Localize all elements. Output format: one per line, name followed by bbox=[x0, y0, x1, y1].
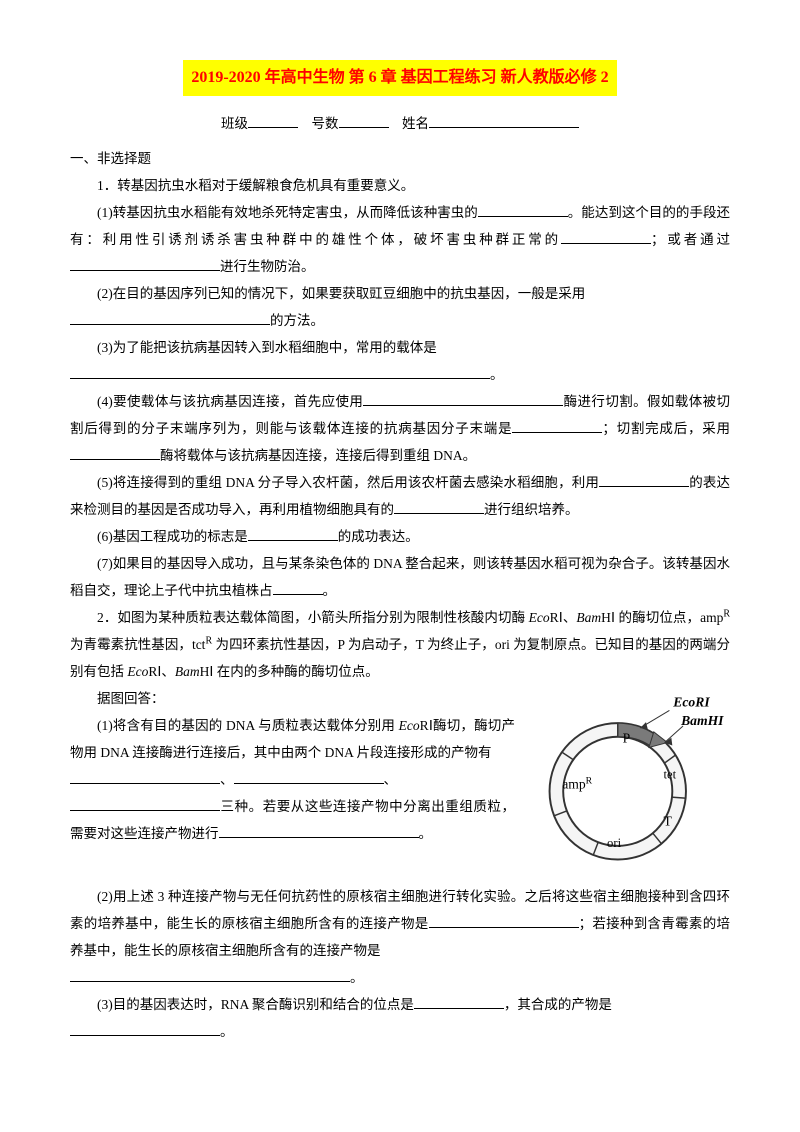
hi2: HⅠ bbox=[200, 664, 214, 679]
blank bbox=[248, 527, 338, 542]
dian: 、 bbox=[563, 610, 577, 625]
blank bbox=[70, 770, 220, 785]
q1-stem: 1．转基因抗虫水稻对于缓解粮食危机具有重要意义。 bbox=[70, 172, 730, 199]
blank bbox=[70, 446, 160, 461]
q1-2b: 的方法。 bbox=[270, 313, 324, 328]
q1-5: (5)将连接得到的重组 DNA 分子导入农杆菌，然后用该农杆菌去感染水稻细胞，利… bbox=[70, 469, 730, 523]
class-label: 班级 bbox=[221, 116, 248, 131]
q1-5a: (5)将连接得到的重组 DNA 分子导入农杆菌，然后用该农杆菌去感染水稻细胞，利… bbox=[97, 475, 599, 490]
blank bbox=[70, 797, 220, 812]
q2-2-line: 。 bbox=[70, 964, 730, 991]
section-heading: 一、非选择题 bbox=[70, 145, 730, 172]
blank bbox=[394, 500, 484, 515]
tet-label: tet bbox=[664, 768, 677, 782]
number-blank bbox=[339, 114, 389, 129]
blank bbox=[429, 914, 579, 929]
blank bbox=[478, 203, 568, 218]
q2-3b: ，其合成的产物是 bbox=[504, 997, 612, 1012]
q1-4a: (4)要使载体与该抗病基因连接，首先应使用 bbox=[97, 394, 363, 409]
name-label: 姓名 bbox=[402, 116, 429, 131]
blank bbox=[219, 824, 419, 839]
q1-6b: 的成功表达。 bbox=[338, 529, 419, 544]
class-blank bbox=[248, 114, 298, 129]
t-label: T bbox=[664, 813, 673, 828]
q1-3-line: 。 bbox=[70, 361, 730, 388]
p-label: P bbox=[623, 731, 631, 746]
blank bbox=[70, 257, 220, 272]
q1-3: (3)为了能把该抗病基因转入到水稻细胞中，常用的载体是 bbox=[70, 334, 730, 361]
q2-se: 在内的多种酶的酶切位点。 bbox=[213, 664, 378, 679]
q1-7a: (7)如果目的基因导入成功，且与某条染色体的 DNA 整合起来，则该转基因水稻可… bbox=[70, 556, 730, 598]
q1-7b: 。 bbox=[323, 583, 337, 598]
blank bbox=[561, 230, 651, 245]
q1-7: (7)如果目的基因导入成功，且与某条染色体的 DNA 整合起来，则该转基因水稻可… bbox=[70, 550, 730, 604]
q1-1: (1)转基因抗虫水稻能有效地杀死特定害虫，从而降低该种害虫的。能达到这个目的的手… bbox=[70, 199, 730, 280]
blank bbox=[599, 473, 689, 488]
q2-1a: (1)将含有目的基因的 DNA 与质粒表达载体分别用 bbox=[97, 718, 399, 733]
q2-sc: 为青霉素抗性基因，tct bbox=[70, 637, 205, 652]
ri: RⅠ bbox=[550, 610, 563, 625]
bam2: Bam bbox=[175, 664, 200, 679]
bam: Bam bbox=[576, 610, 601, 625]
header-fields: 班级 号数 姓名 bbox=[70, 110, 730, 137]
q1-1d: 进行生物防治。 bbox=[220, 259, 315, 274]
hi: HⅠ bbox=[601, 610, 615, 625]
q2-1d: 、 bbox=[384, 772, 398, 787]
q2-sa: 2．如图为某种质粒表达载体简图，小箭头所指分别为限制性核酸内切酶 bbox=[97, 610, 529, 625]
blank bbox=[273, 581, 323, 596]
q2-sb: 的酶切位点，amp bbox=[615, 610, 723, 625]
q2-2c: 。 bbox=[350, 970, 364, 985]
title-wrap: 2019-2020 年高中生物 第 6 章 基因工程练习 新人教版必修 2 bbox=[70, 60, 730, 104]
eco2: Eco bbox=[127, 664, 148, 679]
q1-6a: (6)基因工程成功的标志是 bbox=[97, 529, 248, 544]
q1-5c: 进行组织培养。 bbox=[484, 502, 579, 517]
q1-4: (4)要使载体与该抗病基因连接，首先应使用酶进行切割。假如载体被切割后得到的分子… bbox=[70, 388, 730, 469]
eco3: Eco bbox=[399, 718, 420, 733]
blank bbox=[414, 995, 504, 1010]
q1-2a: (2)在目的基因序列已知的情况下，如果要获取豇豆细胞中的抗虫基因，一般是采用 bbox=[97, 286, 585, 301]
q2-1c: 、 bbox=[220, 772, 234, 787]
q2-1f: 。 bbox=[419, 826, 433, 841]
q1-1a: (1)转基因抗虫水稻能有效地杀死特定害虫，从而降低该种害虫的 bbox=[97, 205, 478, 220]
q1-2: (2)在目的基因序列已知的情况下，如果要获取豇豆细胞中的抗虫基因，一般是采用 的… bbox=[70, 280, 730, 334]
q1-6: (6)基因工程成功的标志是 的成功表达。 bbox=[70, 523, 730, 550]
blank bbox=[70, 1022, 220, 1037]
number-label: 号数 bbox=[312, 116, 339, 131]
bam-label: BamHI bbox=[680, 713, 724, 728]
q2-3: (3)目的基因表达时，RNA 聚合酶识别和结合的位点是 ，其合成的产物是 bbox=[70, 991, 730, 1018]
blank bbox=[70, 365, 490, 380]
q1-3a: (3)为了能把该抗病基因转入到水稻细胞中，常用的载体是 bbox=[97, 340, 437, 355]
ori-label: ori bbox=[607, 836, 622, 850]
blank bbox=[234, 770, 384, 785]
blank bbox=[363, 392, 563, 407]
q2-stem: 2．如图为某种质粒表达载体简图，小箭头所指分别为限制性核酸内切酶 EcoRⅠ、B… bbox=[70, 604, 730, 685]
q1-4c: ；切割完成后，采用 bbox=[602, 421, 730, 436]
dian2: 、 bbox=[161, 664, 175, 679]
eco-label: EcoRI bbox=[672, 695, 710, 710]
blank bbox=[70, 311, 270, 326]
document-title: 2019-2020 年高中生物 第 6 章 基因工程练习 新人教版必修 2 bbox=[183, 60, 616, 96]
ri2: RⅠ bbox=[148, 664, 161, 679]
eco: Eco bbox=[529, 610, 550, 625]
q1-3b: 。 bbox=[490, 367, 504, 382]
q2-3-line: 。 bbox=[70, 1018, 730, 1045]
plasmid-diagram: EcoRI BamHI P tet T ori ampR bbox=[525, 689, 730, 879]
blank bbox=[70, 968, 350, 983]
blank bbox=[512, 419, 602, 434]
q1-4d: 酶将载体与该抗病基因连接，连接后得到重组 DNA。 bbox=[160, 448, 476, 463]
name-blank bbox=[429, 114, 579, 129]
q2-3a: (3)目的基因表达时，RNA 聚合酶识别和结合的位点是 bbox=[97, 997, 414, 1012]
q2-2: (2)用上述 3 种连接产物与无任何抗药性的原核宿主细胞进行转化实验。之后将这些… bbox=[70, 883, 730, 964]
q1-1c: ；或者通过 bbox=[651, 232, 730, 247]
q2-3c: 。 bbox=[220, 1024, 234, 1039]
